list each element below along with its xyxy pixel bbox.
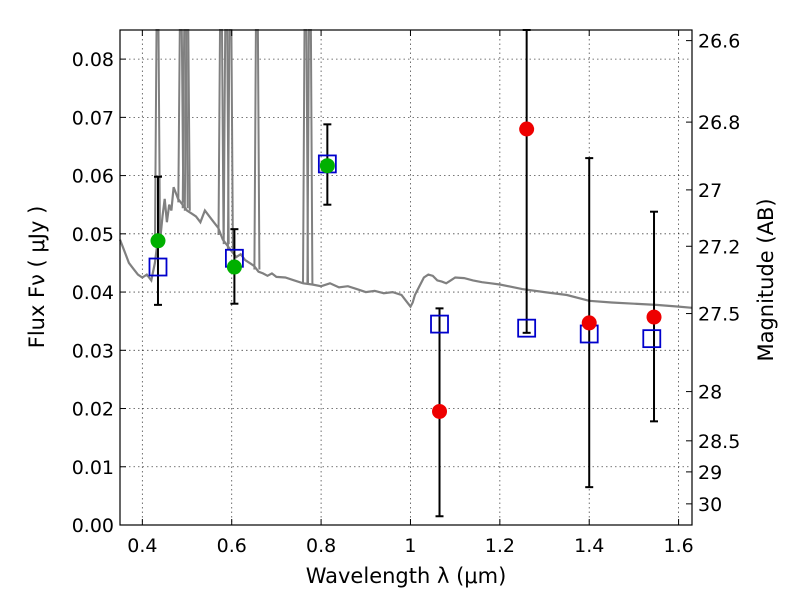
mag-tick-label-4: 27.5: [698, 304, 740, 326]
x-axis-label: Wavelength λ (μm): [306, 564, 507, 588]
emission-line-6: [226, 29, 234, 250]
low-sig-point-2: [581, 315, 597, 331]
grid-lines: [120, 30, 692, 526]
mag-tick-label-1: 26.8: [698, 112, 740, 134]
y-axis-label: Flux Fν ( μJy ): [25, 206, 49, 349]
y-tick-label-6: 0.06: [72, 166, 114, 188]
y-tick-label-3: 0.03: [72, 340, 114, 362]
model-photometry-square-4: [517, 318, 537, 338]
y-tick-label-0: 0.00: [72, 515, 114, 537]
x-tick-label-0: 0.4: [127, 535, 157, 557]
axis-ticks: 0.4 0.6 0.8 1 1.2 1.4 1.6 0.00 0.01 0.02 0.03 0.04 0…: [72, 30, 740, 557]
y-tick-label-5: 0.05: [72, 224, 114, 246]
photometry-markers: [148, 121, 662, 419]
detection-point-1: [226, 259, 242, 275]
mag-tick-label-8: 30: [698, 494, 722, 516]
plot-frame: [119, 29, 693, 526]
y-tick-label-1: 0.01: [72, 457, 114, 479]
y-tick-label-2: 0.02: [72, 399, 114, 421]
mag-tick-label-6: 28.5: [698, 431, 740, 453]
emission-line-7: [253, 29, 261, 270]
mag-tick-label-2: 27: [698, 180, 722, 202]
model-photometry-square-0: [148, 257, 168, 277]
low-sig-point-3: [646, 309, 662, 325]
mag-tick-label-5: 28: [698, 382, 722, 404]
low-sig-point-1: [519, 121, 535, 137]
model-photometry-square-3: [430, 314, 449, 334]
emission-line-9: [306, 29, 314, 285]
emission-line-4: [217, 29, 225, 235]
x-tick-label-1: 0.6: [217, 535, 247, 557]
x-tick-label-5: 1.4: [574, 535, 604, 557]
right-axis-label: Magnitude (AB): [754, 198, 778, 361]
low-sig-point-0: [432, 403, 448, 419]
y-tick-label-4: 0.04: [72, 282, 114, 304]
model-sed-layer: [118, 29, 693, 309]
y-tick-label-7: 0.07: [72, 107, 114, 129]
x-tick-label-2: 0.8: [306, 535, 336, 557]
mag-tick-label-3: 27.2: [698, 236, 740, 258]
x-tick-label-4: 1.2: [485, 535, 515, 557]
x-tick-label-3: 1: [404, 535, 416, 557]
y-tick-label-8: 0.08: [72, 49, 114, 71]
model-photometry-square-6: [642, 329, 662, 349]
detection-point-2: [319, 158, 335, 174]
mag-tick-label-0: 26.6: [698, 31, 740, 53]
x-tick-label-6: 1.6: [663, 535, 693, 557]
model-sed-line: [118, 186, 693, 309]
detection-point-0: [150, 233, 166, 249]
mag-tick-label-7: 29: [698, 462, 722, 484]
